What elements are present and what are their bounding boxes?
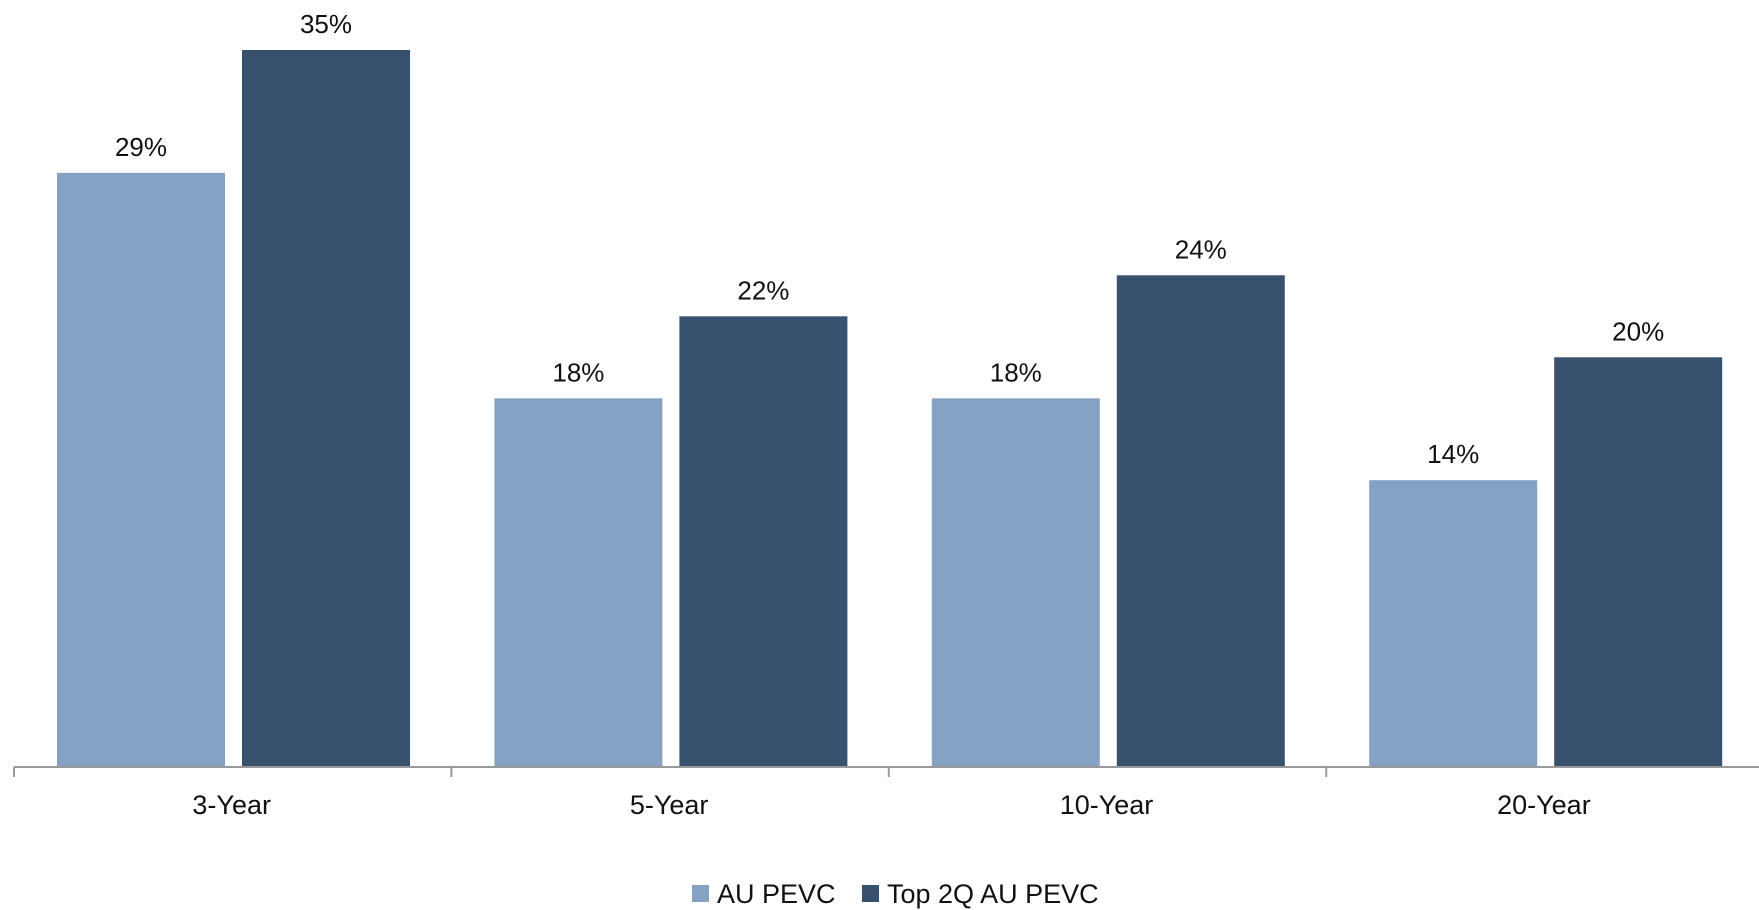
- value-labels-layer: 29% 35% 18% 22% 18% 24% 14% 20%: [115, 9, 1664, 469]
- data-label: 24%: [1175, 234, 1227, 264]
- x-tick-label: 20-Year: [1497, 790, 1591, 820]
- x-tick-label: 10-Year: [1060, 790, 1154, 820]
- data-label: 18%: [552, 357, 604, 387]
- bars-layer: [57, 50, 1723, 767]
- legend: AU PEVC Top 2Q AU PEVC: [692, 879, 1099, 909]
- category-labels-layer: 3-Year 5-Year 10-Year 20-Year: [192, 790, 1590, 820]
- bar-3-year-series-1: [57, 172, 225, 767]
- x-tick-label: 5-Year: [630, 790, 709, 820]
- bar-5-year-series-1: [494, 398, 663, 767]
- data-label: 35%: [300, 9, 352, 39]
- data-label: 22%: [737, 275, 789, 305]
- data-label: 20%: [1612, 316, 1664, 346]
- legend-label: AU PEVC: [717, 879, 836, 909]
- data-label: 18%: [990, 357, 1042, 387]
- bar-3-year-series-2: [242, 50, 410, 767]
- bar-10-year-series-2: [1116, 275, 1285, 767]
- legend-swatch: [862, 885, 879, 902]
- legend-item-1: AU PEVC: [692, 879, 836, 909]
- data-label: 14%: [1427, 439, 1479, 469]
- x-tick-label: 3-Year: [192, 790, 271, 820]
- bar-20-year-series-1: [1369, 480, 1538, 767]
- bar-20-year-series-2: [1554, 357, 1723, 767]
- legend-item-2: Top 2Q AU PEVC: [862, 879, 1099, 909]
- bar-5-year-series-2: [679, 316, 848, 767]
- legend-label: Top 2Q AU PEVC: [887, 879, 1099, 909]
- bar-10-year-series-1: [931, 398, 1100, 767]
- data-label: 29%: [115, 132, 167, 162]
- x-axis: [13, 766, 1759, 777]
- legend-swatch: [692, 885, 709, 902]
